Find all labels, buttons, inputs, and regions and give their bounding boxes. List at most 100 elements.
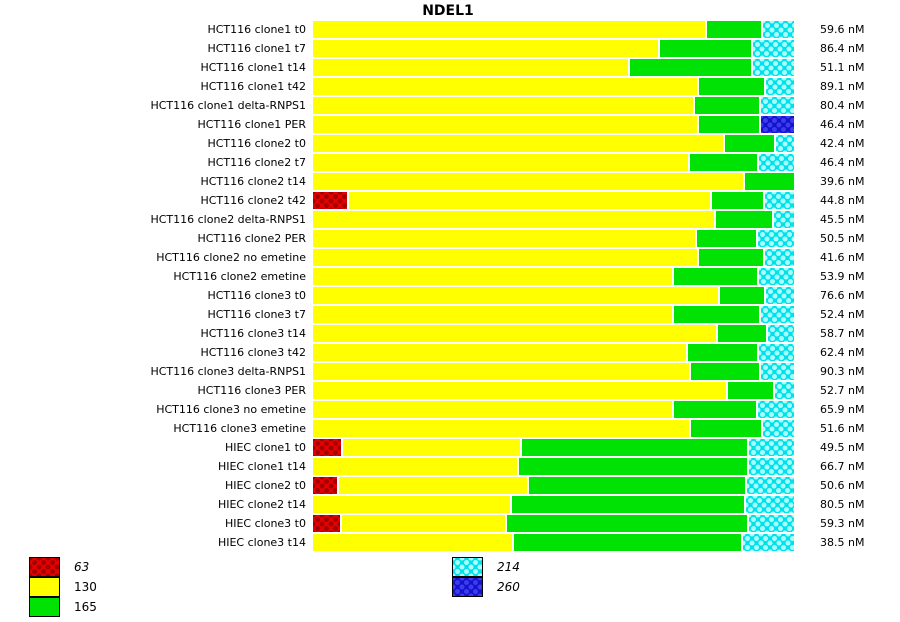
legend-label-63: 63: [74, 560, 90, 574]
bar-segment-165: [514, 534, 741, 551]
bar-segment-165: [690, 420, 762, 437]
bar-segment-130: [313, 401, 672, 418]
chart-row: HIEC clone1 t0 49.5 nM: [0, 438, 900, 457]
row-value: 46.4 nM: [820, 118, 865, 131]
row-value: 42.4 nM: [820, 137, 865, 150]
bar-segment-165: [728, 382, 773, 399]
legend-item-260: 260: [452, 576, 520, 597]
bar-segment-130: [313, 249, 697, 266]
row-value: 44.8 nM: [820, 194, 865, 207]
bar-segment-165: [507, 515, 748, 532]
bar-track: [313, 363, 794, 380]
legend-label-165: 165: [74, 600, 97, 614]
bar-track: [313, 515, 795, 532]
row-label: HCT116 clone2 delta-RNPS1: [150, 213, 306, 226]
chart-row: HCT116 clone1 t0 59.6 nM: [0, 20, 900, 39]
bar-track: [313, 325, 794, 342]
bar-segment-214: [768, 325, 794, 342]
bar-segment-165: [519, 458, 748, 475]
bar-segment-214: [752, 59, 794, 76]
bar-segment-214: [746, 477, 794, 494]
row-label: HCT116 clone2 t0: [207, 137, 306, 150]
row-label: HCT116 clone3 t7: [207, 308, 306, 321]
bar-segment-165: [745, 173, 794, 190]
chart-row: HIEC clone3 t14 38.5 nM: [0, 533, 900, 552]
bar-segment-165: [690, 363, 760, 380]
bar-segment-214: [766, 78, 794, 95]
chart-row: HIEC clone2 t14 80.5 nM: [0, 495, 900, 514]
chart-row: HCT116 clone1 PER 46.4 nM: [0, 115, 900, 134]
row-label: HCT116 clone3 PER: [197, 384, 306, 397]
bar-segment-63: [313, 515, 340, 532]
bar-track: [313, 534, 795, 551]
bar-segment-165: [717, 325, 767, 342]
bar-segment-165: [712, 192, 763, 209]
row-value: 39.6 nM: [820, 175, 865, 188]
bar-track: [313, 477, 794, 494]
bar-segment-165: [698, 116, 760, 133]
bar-track: [313, 78, 794, 95]
bar-segment-130: [313, 458, 518, 475]
bar-segment-165: [699, 249, 764, 266]
bar-segment-130: [313, 306, 672, 323]
chart-row: HCT116 clone3 t7 52.4 nM: [0, 305, 900, 324]
row-label: HCT116 clone3 emetine: [173, 422, 306, 435]
bar-segment-130: [313, 59, 629, 76]
row-value: 66.7 nM: [820, 460, 865, 473]
bar-segment-165: [659, 40, 752, 57]
bar-segment-130: [313, 230, 695, 247]
row-value: 41.6 nM: [820, 251, 865, 264]
bar-segment-165: [687, 344, 758, 361]
chart-row: HCT116 clone2 no emetine 41.6 nM: [0, 248, 900, 267]
row-label: HCT116 clone1 PER: [197, 118, 306, 131]
row-value: 76.6 nM: [820, 289, 865, 302]
chart-row: HCT116 clone3 t42 62.4 nM: [0, 343, 900, 362]
bar-segment-130: [313, 363, 689, 380]
bar-track: [313, 439, 794, 456]
bar-segment-130: [313, 268, 672, 285]
bar-segment-214: [763, 420, 794, 437]
bar-segment-63: [313, 192, 347, 209]
bar-track: [313, 97, 794, 114]
chart-row: HCT116 clone1 t14 51.1 nM: [0, 58, 900, 77]
row-value: 65.9 nM: [820, 403, 865, 416]
legend-items: 63 130 165: [29, 557, 97, 617]
legend-item-130: 130: [29, 576, 97, 597]
bar-segment-165: [673, 306, 760, 323]
chart-row: HCT116 clone3 delta-RNPS1 90.3 nM: [0, 362, 900, 381]
bar-segment-130: [313, 78, 697, 95]
legend-swatch-165: [29, 596, 60, 617]
row-value: 86.4 nM: [820, 42, 865, 55]
legend-group-left: 63 130 165: [29, 557, 97, 617]
bar-segment-214: [746, 496, 794, 513]
bar-segment-214: [749, 515, 795, 532]
legend-swatch-260: [452, 576, 483, 597]
bar-segment-130: [313, 287, 718, 304]
row-label: HCT116 clone2 t42: [200, 194, 306, 207]
bar-segment-130: [313, 211, 714, 228]
bar-segment-214: [776, 135, 794, 152]
row-value: 90.3 nM: [820, 365, 865, 378]
bar-segment-214: [761, 363, 794, 380]
row-label: HCT116 clone3 delta-RNPS1: [150, 365, 306, 378]
bar-track: [313, 382, 794, 399]
bar-segment-63: [313, 477, 337, 494]
row-value: 89.1 nM: [820, 80, 865, 93]
bar-segment-214: [753, 40, 794, 57]
bar-segment-165: [699, 78, 765, 95]
chart-row: HIEC clone2 t0 50.6 nM: [0, 476, 900, 495]
row-label: HIEC clone1 t14: [217, 460, 306, 473]
bar-segment-214: [758, 230, 794, 247]
row-value: 50.5 nM: [820, 232, 865, 245]
row-label: HIEC clone3 t14: [217, 536, 306, 549]
bar-segment-214: [766, 287, 794, 304]
bar-segment-165: [724, 135, 775, 152]
bar-segment-214: [749, 458, 794, 475]
row-value: 53.9 nM: [820, 270, 865, 283]
row-label: HIEC clone2 t14: [217, 498, 306, 511]
bar-segment-165: [522, 439, 748, 456]
bar-segment-130: [313, 173, 744, 190]
bar-segment-165: [689, 154, 758, 171]
row-value: 51.1 nM: [820, 61, 865, 74]
bar-track: [313, 230, 794, 247]
